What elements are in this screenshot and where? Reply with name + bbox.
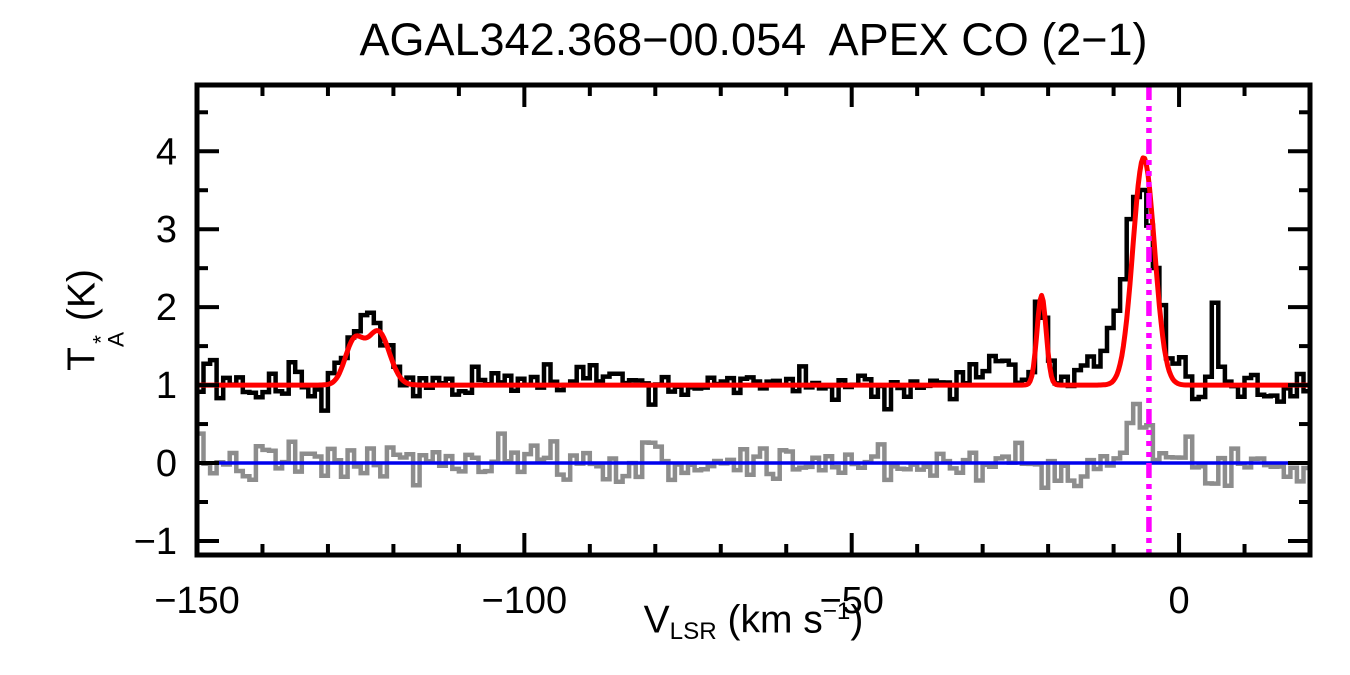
y-axis-label: T * A (K) xyxy=(60,269,129,371)
observed-spectrum-path xyxy=(197,187,1310,413)
y-tick-label: 4 xyxy=(156,131,177,173)
y-tick-label: −1 xyxy=(134,521,177,563)
data-layer xyxy=(197,85,1310,555)
axes-layer: −150 −100 −50 0 −1 0 1 2 3 4 xyxy=(134,82,1313,622)
plot-frame xyxy=(194,82,1313,558)
residual-path xyxy=(197,401,1310,490)
y-tick-label: 3 xyxy=(156,209,177,251)
y-tick-label: 0 xyxy=(156,443,177,485)
plot-title: AGAL342.368−00.054 APEX CO (2−1) xyxy=(359,14,1148,65)
x-tick-label: −50 xyxy=(819,580,883,622)
fit-curve-path xyxy=(197,155,1310,388)
x-axis-label: VLSR (km s−1) xyxy=(643,598,864,646)
x-tick-label: −150 xyxy=(154,580,240,622)
x-tick-label: −100 xyxy=(482,580,568,622)
x-tick-label: 0 xyxy=(1168,580,1189,622)
y-tick-label: 1 xyxy=(156,365,177,407)
y-tick-label: 2 xyxy=(156,287,177,329)
